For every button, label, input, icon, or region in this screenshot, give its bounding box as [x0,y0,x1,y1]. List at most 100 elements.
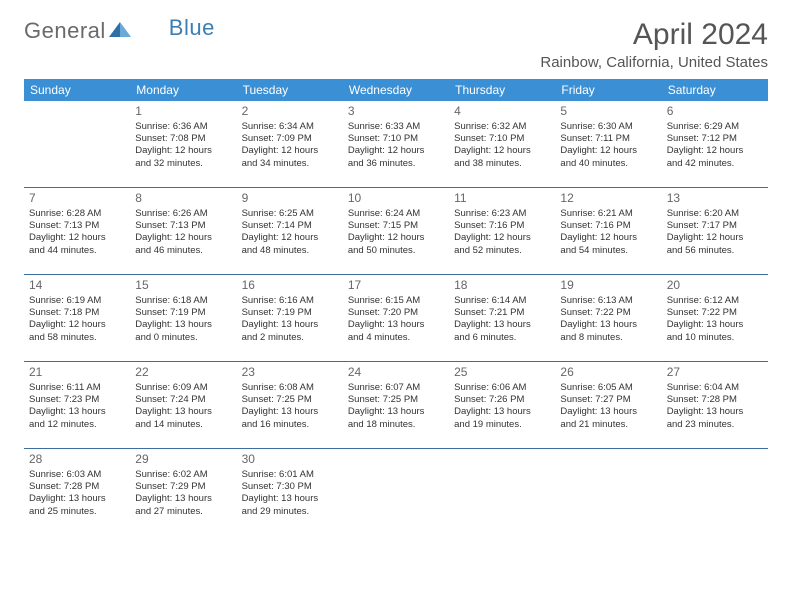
day-info-line: and 4 minutes. [348,332,444,344]
day-info-line: Sunrise: 6:32 AM [454,121,550,133]
day-number: 6 [667,104,763,120]
calendar-cell: 3Sunrise: 6:33 AMSunset: 7:10 PMDaylight… [343,101,449,187]
calendar-cell-empty [449,449,555,535]
day-info-line: Sunrise: 6:20 AM [667,208,763,220]
day-info-line: Sunrise: 6:04 AM [667,382,763,394]
day-number: 1 [135,104,231,120]
day-info-line: and 23 minutes. [667,419,763,431]
day-info-line: Sunset: 7:23 PM [29,394,125,406]
day-info-line: Daylight: 13 hours [454,319,550,331]
day-header: Sunday [24,79,130,101]
day-info-line: Sunset: 7:09 PM [242,133,338,145]
day-info-line: Sunrise: 6:03 AM [29,469,125,481]
logo-text-1: General [24,18,106,44]
day-info-line: Daylight: 13 hours [348,319,444,331]
day-info-line: and 50 minutes. [348,245,444,257]
day-info-line: Sunset: 7:10 PM [348,133,444,145]
calendar-cell: 17Sunrise: 6:15 AMSunset: 7:20 PMDayligh… [343,275,449,361]
day-info-line: Daylight: 12 hours [454,232,550,244]
day-info-line: Sunset: 7:27 PM [560,394,656,406]
day-info-line: Sunrise: 6:19 AM [29,295,125,307]
day-info-line: and 19 minutes. [454,419,550,431]
calendar-cell: 4Sunrise: 6:32 AMSunset: 7:10 PMDaylight… [449,101,555,187]
calendar-cell: 16Sunrise: 6:16 AMSunset: 7:19 PMDayligh… [237,275,343,361]
calendar-cell: 15Sunrise: 6:18 AMSunset: 7:19 PMDayligh… [130,275,236,361]
calendar-cell: 8Sunrise: 6:26 AMSunset: 7:13 PMDaylight… [130,188,236,274]
day-info-line: Sunrise: 6:25 AM [242,208,338,220]
day-info-line: and 32 minutes. [135,158,231,170]
day-info-line: Daylight: 13 hours [560,319,656,331]
day-info-line: Sunrise: 6:12 AM [667,295,763,307]
calendar-cell: 9Sunrise: 6:25 AMSunset: 7:14 PMDaylight… [237,188,343,274]
day-info-line: Daylight: 12 hours [667,232,763,244]
day-info-line: and 6 minutes. [454,332,550,344]
day-info-line: Sunset: 7:25 PM [242,394,338,406]
day-info-line: and 27 minutes. [135,506,231,518]
calendar-cell: 2Sunrise: 6:34 AMSunset: 7:09 PMDaylight… [237,101,343,187]
day-info-line: and 0 minutes. [135,332,231,344]
day-number: 17 [348,278,444,294]
day-info-line: Daylight: 12 hours [29,232,125,244]
day-number: 20 [667,278,763,294]
day-info-line: and 46 minutes. [135,245,231,257]
day-info-line: Sunset: 7:14 PM [242,220,338,232]
calendar-cell-empty [343,449,449,535]
day-info-line: and 40 minutes. [560,158,656,170]
calendar-cell: 12Sunrise: 6:21 AMSunset: 7:16 PMDayligh… [555,188,661,274]
calendar-cell: 1Sunrise: 6:36 AMSunset: 7:08 PMDaylight… [130,101,236,187]
day-info-line: Sunset: 7:18 PM [29,307,125,319]
day-number: 7 [29,191,125,207]
calendar-cell: 19Sunrise: 6:13 AMSunset: 7:22 PMDayligh… [555,275,661,361]
day-info-line: Sunrise: 6:34 AM [242,121,338,133]
day-info-line: and 58 minutes. [29,332,125,344]
day-info-line: and 16 minutes. [242,419,338,431]
calendar-cell: 26Sunrise: 6:05 AMSunset: 7:27 PMDayligh… [555,362,661,448]
day-info-line: Sunset: 7:15 PM [348,220,444,232]
day-info-line: and 18 minutes. [348,419,444,431]
day-number: 25 [454,365,550,381]
calendar-cell: 25Sunrise: 6:06 AMSunset: 7:26 PMDayligh… [449,362,555,448]
day-info-line: and 34 minutes. [242,158,338,170]
day-number: 30 [242,452,338,468]
day-info-line: Daylight: 12 hours [135,145,231,157]
day-info-line: Daylight: 12 hours [242,232,338,244]
day-info-line: and 8 minutes. [560,332,656,344]
day-number: 15 [135,278,231,294]
calendar-cell: 7Sunrise: 6:28 AMSunset: 7:13 PMDaylight… [24,188,130,274]
day-info-line: Sunrise: 6:30 AM [560,121,656,133]
day-number: 21 [29,365,125,381]
day-info-line: Sunrise: 6:15 AM [348,295,444,307]
day-info-line: Sunset: 7:16 PM [454,220,550,232]
calendar-cell: 29Sunrise: 6:02 AMSunset: 7:29 PMDayligh… [130,449,236,535]
day-info-line: and 44 minutes. [29,245,125,257]
day-info-line: Daylight: 12 hours [667,145,763,157]
logo-text-2: Blue [169,15,215,41]
header: General Blue April 2024 Rainbow, Califor… [24,18,768,71]
logo-mark-icon [109,18,131,44]
calendar-cell: 11Sunrise: 6:23 AMSunset: 7:16 PMDayligh… [449,188,555,274]
day-info-line: Sunrise: 6:16 AM [242,295,338,307]
day-info-line: Daylight: 13 hours [29,493,125,505]
calendar-cell: 21Sunrise: 6:11 AMSunset: 7:23 PMDayligh… [24,362,130,448]
day-info-line: Sunset: 7:22 PM [667,307,763,319]
calendar-cell-empty [662,449,768,535]
location-text: Rainbow, California, United States [540,54,768,71]
day-info-line: Sunset: 7:29 PM [135,481,231,493]
day-info-line: Sunset: 7:25 PM [348,394,444,406]
day-info-line: Sunset: 7:13 PM [135,220,231,232]
day-info-line: Daylight: 13 hours [242,493,338,505]
day-info-line: and 12 minutes. [29,419,125,431]
day-info-line: Daylight: 12 hours [242,145,338,157]
day-info-line: Sunset: 7:19 PM [135,307,231,319]
day-info-line: Daylight: 13 hours [135,493,231,505]
day-header-row: Sunday Monday Tuesday Wednesday Thursday… [24,79,768,101]
day-number: 5 [560,104,656,120]
calendar-week: 1Sunrise: 6:36 AMSunset: 7:08 PMDaylight… [24,101,768,188]
day-info-line: Sunset: 7:11 PM [560,133,656,145]
calendar-cell: 23Sunrise: 6:08 AMSunset: 7:25 PMDayligh… [237,362,343,448]
day-info-line: Sunset: 7:20 PM [348,307,444,319]
day-info-line: Sunrise: 6:18 AM [135,295,231,307]
day-info-line: Daylight: 12 hours [560,232,656,244]
day-info-line: Sunrise: 6:14 AM [454,295,550,307]
day-number: 23 [242,365,338,381]
